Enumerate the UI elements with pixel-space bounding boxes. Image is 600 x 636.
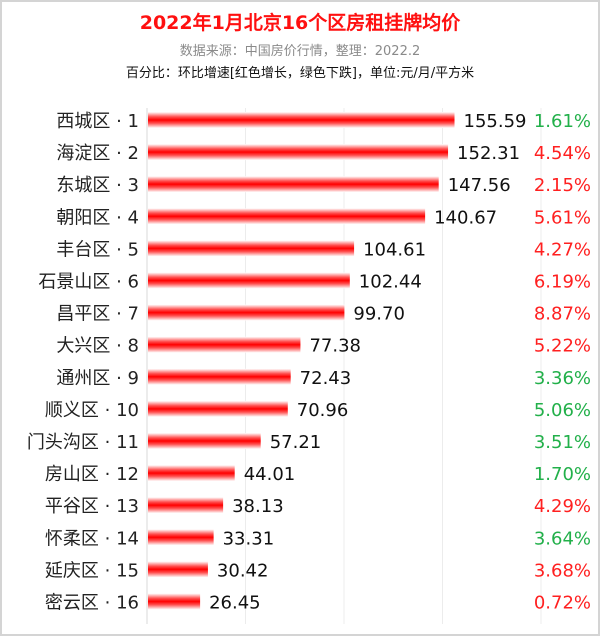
bar	[148, 561, 208, 578]
category-label: 东城区 · 3	[56, 175, 139, 196]
bar	[148, 272, 350, 289]
percent-label: 1.70%	[534, 464, 591, 485]
value-label: 33.31	[223, 528, 275, 549]
bar	[148, 465, 235, 482]
chart-title: 2022年1月北京16个区房租挂牌均价	[139, 12, 461, 34]
bar	[148, 593, 201, 610]
value-label: 140.67	[434, 207, 497, 228]
category-label: 朝阳区 · 4	[56, 207, 139, 228]
percent-label: 3.68%	[534, 560, 591, 581]
bar	[148, 497, 224, 514]
value-label: 72.43	[300, 368, 352, 389]
value-label: 155.59	[464, 111, 527, 132]
value-label: 77.38	[309, 336, 361, 357]
percent-label: 4.54%	[534, 143, 591, 164]
value-label: 152.31	[457, 143, 520, 164]
percent-label: 2.15%	[534, 175, 591, 196]
category-label: 平谷区 · 13	[45, 496, 139, 517]
bar	[148, 240, 355, 257]
percent-label: 6.19%	[534, 272, 591, 293]
bar	[148, 336, 301, 353]
value-label: 104.61	[363, 239, 426, 260]
percent-label: 4.27%	[534, 239, 591, 260]
value-label: 26.45	[209, 593, 261, 614]
category-label: 门头沟区 · 11	[27, 432, 139, 453]
bar	[148, 176, 439, 193]
percent-label: 5.06%	[534, 400, 591, 421]
category-label: 海淀区 · 2	[56, 143, 139, 164]
bar	[148, 208, 426, 225]
value-label: 57.21	[270, 432, 322, 453]
category-label: 通州区 · 9	[56, 368, 139, 389]
category-label: 丰台区 · 5	[56, 239, 139, 260]
value-label: 147.56	[448, 175, 511, 196]
chart-note: 百分比：环比增速[红色增长，绿色下跌]，单位:元/月/平方米	[125, 66, 475, 81]
category-label: 怀柔区 · 14	[45, 528, 139, 549]
bar	[148, 112, 455, 128]
bar	[148, 529, 214, 546]
percent-label: 3.51%	[534, 432, 591, 453]
category-label: 昌平区 · 7	[56, 304, 139, 325]
category-label: 延庆区 · 15	[45, 560, 139, 581]
value-label: 70.96	[297, 400, 349, 421]
percent-label: 5.61%	[534, 207, 591, 228]
category-label: 顺义区 · 10	[45, 400, 139, 421]
percent-label: 8.87%	[534, 304, 591, 325]
value-label: 99.70	[353, 304, 405, 325]
bar	[148, 368, 291, 385]
value-label: 102.44	[359, 272, 422, 293]
percent-label: 5.22%	[534, 336, 591, 357]
percent-label: 4.29%	[534, 496, 591, 517]
bar	[148, 400, 288, 417]
bar	[148, 144, 449, 161]
category-label: 大兴区 · 8	[56, 336, 139, 357]
value-label: 30.42	[217, 560, 269, 581]
category-label: 房山区 · 12	[45, 464, 139, 485]
category-label: 西城区 · 1	[56, 111, 139, 132]
percent-label: 3.36%	[534, 368, 591, 389]
chart-subtitle: 数据来源：中国房价行情，整理：2022.2	[179, 44, 421, 59]
bar	[148, 433, 261, 449]
percent-label: 0.72%	[534, 593, 591, 614]
percent-label: 1.61%	[534, 111, 591, 132]
category-label: 密云区 · 16	[45, 593, 139, 614]
bar	[148, 304, 345, 321]
value-label: 44.01	[244, 464, 296, 485]
value-label: 38.13	[232, 496, 284, 517]
percent-label: 3.64%	[534, 528, 591, 549]
category-label: 石景山区 · 6	[38, 272, 139, 293]
